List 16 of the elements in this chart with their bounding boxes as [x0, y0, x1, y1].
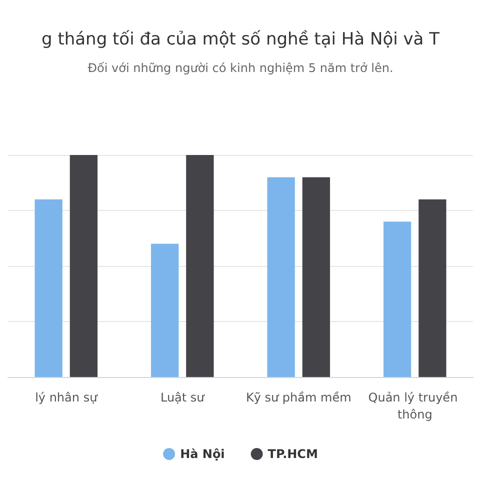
x-tick-label: Luật sư: [160, 390, 206, 404]
x-tick-label: Kỹ sư phầm mềm: [246, 390, 352, 404]
bar: [34, 199, 62, 377]
x-tick-label: Quản lý truyền thông: [368, 390, 462, 422]
chart-subtitle: Đối với những người có kinh nghiệm 5 năm trở lên.: [88, 61, 394, 75]
bar: [70, 155, 98, 377]
legend-label: Hà Nội: [180, 447, 225, 461]
legend-label: TP.HCM: [268, 447, 318, 461]
bar: [267, 177, 295, 377]
bar: [302, 177, 330, 377]
x-tick-label: lý nhân sự: [35, 390, 99, 404]
bar: [383, 222, 412, 377]
chart-title: g tháng tối đa của một số nghề tại Hà Nội và T: [42, 30, 440, 50]
bar: [186, 155, 214, 377]
bar: [150, 244, 179, 377]
bar: [418, 199, 446, 377]
